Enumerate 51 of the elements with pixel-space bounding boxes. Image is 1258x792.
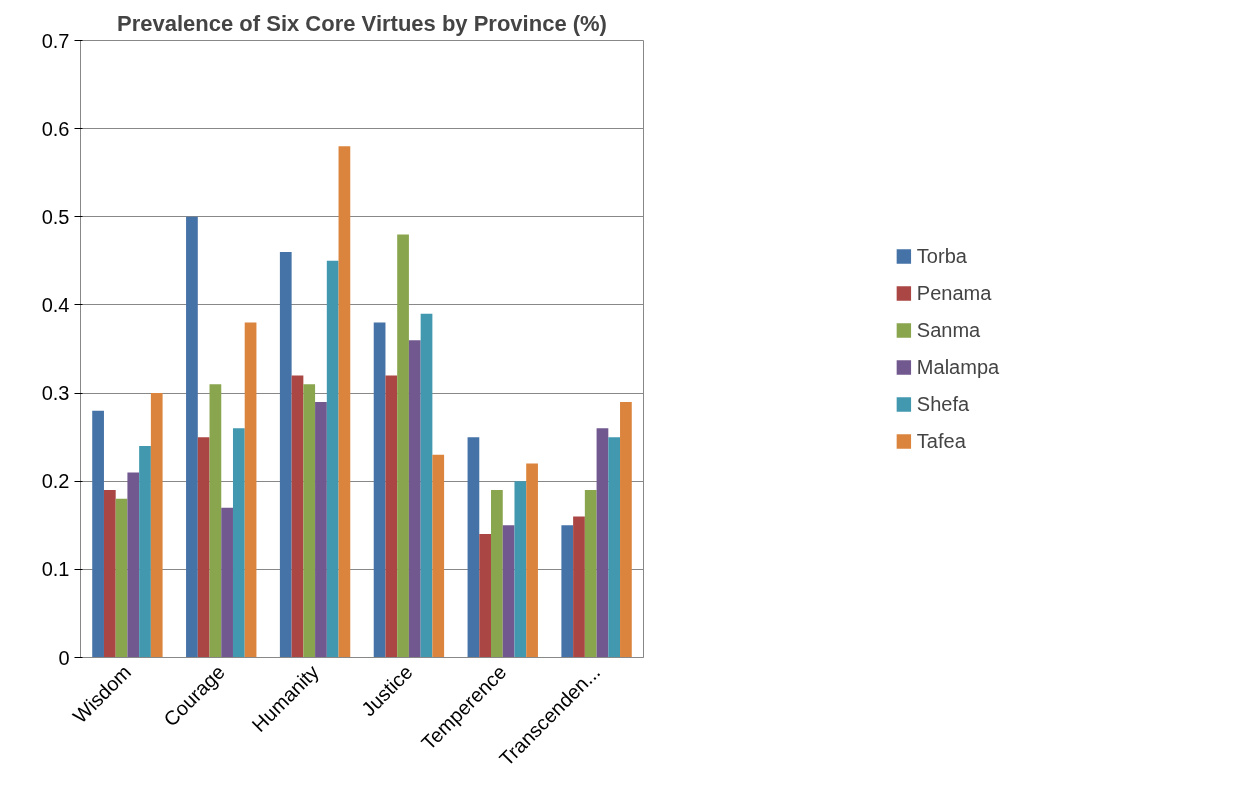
legend-label: Sanma — [916, 318, 981, 342]
bar — [373, 322, 386, 658]
bar — [92, 410, 104, 658]
y-tick-label: 0 — [58, 646, 70, 669]
legend-label: Tafea — [916, 429, 966, 453]
bar — [561, 525, 574, 658]
bar — [584, 490, 597, 658]
chart-title: Prevalence of Six Core Virtues by Province (%) — [117, 10, 607, 36]
y-tick-label: 0.5 — [41, 205, 70, 228]
bar — [315, 401, 327, 658]
bar — [526, 463, 538, 658]
bar — [197, 437, 210, 658]
bar — [103, 490, 116, 658]
y-tick-label: 0.2 — [41, 470, 70, 493]
bar — [209, 384, 222, 658]
bar — [502, 525, 515, 658]
y-tick-label: 0.1 — [41, 558, 70, 581]
bar — [127, 472, 140, 658]
bar — [338, 146, 351, 658]
y-tick-label: 0.6 — [41, 117, 70, 140]
bar — [303, 384, 316, 658]
bar — [408, 340, 421, 658]
bar — [479, 534, 492, 658]
bar — [467, 437, 480, 658]
legend-label: Penama — [916, 281, 992, 305]
y-tick-label: 0.7 — [41, 29, 70, 52]
bar — [385, 375, 398, 658]
legend-label: Torba — [916, 244, 967, 268]
bar — [514, 481, 527, 658]
bar — [491, 490, 503, 658]
legend-label: Malampa — [916, 355, 1000, 379]
bar — [232, 428, 245, 658]
y-tick-label: 0.3 — [41, 382, 70, 405]
bar — [596, 428, 609, 658]
bar — [244, 322, 257, 658]
y-tick-label: 0.4 — [41, 293, 70, 316]
bar — [420, 313, 433, 658]
bar — [221, 507, 233, 658]
bar — [620, 401, 632, 658]
bar — [397, 234, 409, 658]
bar — [115, 498, 128, 658]
bar — [573, 516, 585, 658]
bar — [608, 437, 621, 658]
bar — [432, 454, 445, 658]
bar — [291, 375, 304, 658]
bar — [139, 445, 151, 658]
bar — [279, 252, 292, 658]
bar — [186, 216, 198, 658]
legend-label: Shefa — [916, 392, 970, 416]
bar — [150, 393, 163, 658]
bar — [326, 260, 339, 658]
